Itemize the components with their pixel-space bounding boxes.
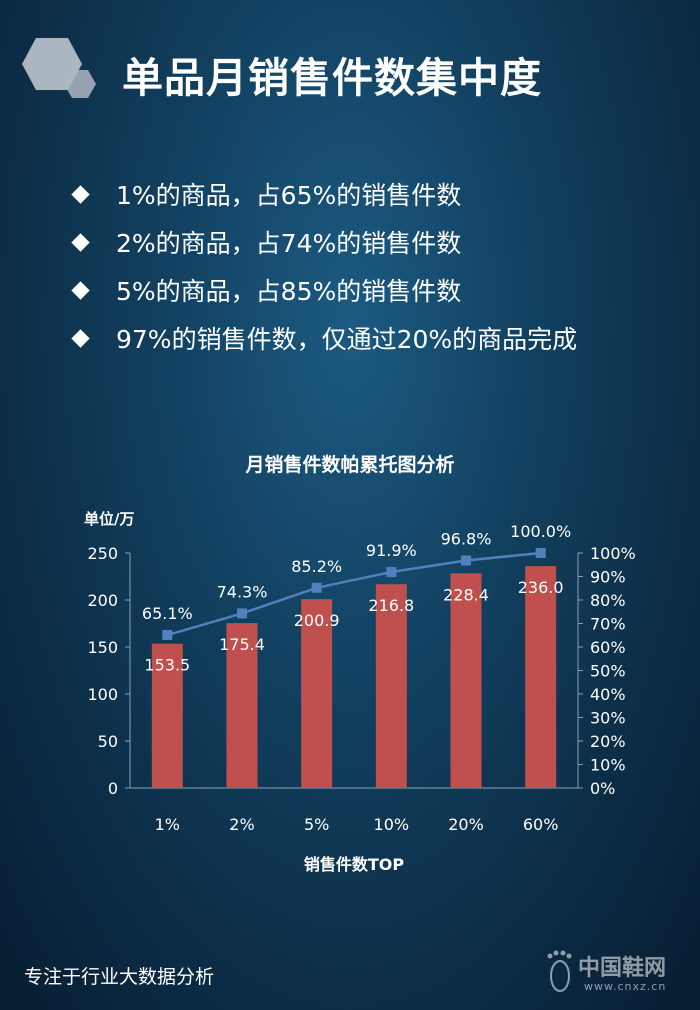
y2-tick-label: 50% [590, 662, 626, 681]
bullet-text: 2%的商品，占74%的销售件数 [116, 229, 462, 258]
bullet-item: 2%的商品，占74%的销售件数 [70, 220, 670, 268]
line-point [311, 582, 322, 593]
x-tick-label: 1% [155, 815, 180, 834]
title-bar: 单品月销售件数集中度 [22, 36, 682, 108]
line-value-label: 96.8% [441, 530, 492, 549]
bar-value-label: 216.8 [368, 596, 414, 615]
x-tick-label: 10% [374, 815, 410, 834]
bullet-text: 97%的销售件数，仅通过20%的商品完成 [116, 325, 578, 354]
line-point [162, 630, 173, 641]
y2-tick-label: 70% [590, 615, 626, 634]
x-axis-title: 销售件数TOP [304, 855, 405, 874]
y2-tick-label: 100% [590, 544, 636, 563]
bullet-text: 1%的商品，占65%的销售件数 [116, 181, 462, 210]
line-value-label: 85.2% [291, 557, 342, 576]
footprint-icon [547, 950, 572, 992]
bar [450, 573, 482, 788]
line-value-label: 91.9% [366, 541, 417, 560]
bullet-item: 97%的销售件数，仅通过20%的商品完成 [70, 316, 670, 364]
y2-tick-label: 10% [590, 756, 626, 775]
x-tick-label: 20% [448, 815, 484, 834]
watermark: 中国鞋网 www.cnxz.cn [540, 946, 690, 1000]
bar-value-label: 153.5 [144, 656, 190, 675]
x-tick-label: 5% [304, 815, 329, 834]
bar-value-label: 200.9 [294, 611, 340, 630]
y-tick-label: 150 [87, 638, 118, 657]
y2-tick-label: 60% [590, 638, 626, 657]
bar [226, 623, 258, 788]
line-value-label: 100.0% [510, 522, 571, 541]
y2-tick-label: 80% [590, 591, 626, 610]
line-value-label: 74.3% [217, 582, 268, 601]
page-title: 单品月销售件数集中度 [122, 54, 542, 102]
y2-tick-label: 0% [590, 779, 615, 798]
x-tick-label: 2% [229, 815, 254, 834]
line-point [535, 548, 546, 558]
watermark-name: 中国鞋网 [578, 956, 667, 981]
bar [151, 643, 183, 788]
watermark-url: www.cnxz.cn [584, 980, 667, 993]
bar-value-label: 175.4 [219, 635, 265, 654]
line-point [386, 567, 397, 578]
footer-text: 专注于行业大数据分析 [24, 966, 215, 988]
y2-tick-label: 20% [590, 732, 626, 751]
x-tick-label: 60% [523, 815, 559, 834]
y-tick-label: 50 [98, 732, 118, 751]
y-tick-label: 0 [108, 779, 118, 798]
y2-tick-label: 30% [590, 709, 626, 728]
bar-value-label: 236.0 [518, 578, 564, 597]
bullet-text: 5%的商品，占85%的销售件数 [116, 277, 462, 306]
cumulative-line [166, 551, 541, 637]
line-point [461, 555, 471, 566]
y-tick-label: 250 [87, 544, 118, 563]
y-axis-unit-label: 单位/万 [84, 510, 134, 528]
bar [525, 566, 557, 788]
bar [375, 584, 407, 788]
y-tick-label: 200 [87, 591, 118, 610]
bar-value-label: 228.4 [443, 585, 489, 604]
hexagon-logo-icon [22, 38, 96, 98]
bullet-list: 1%的商品，占65%的销售件数 2%的商品，占74%的销售件数 5%的商品，占8… [70, 172, 670, 364]
bar [301, 599, 333, 788]
line-point [237, 608, 247, 619]
bullet-item: 1%的商品，占65%的销售件数 [70, 172, 670, 220]
bullet-item: 5%的商品，占85%的销售件数 [70, 268, 670, 316]
line-value-label: 65.1% [142, 604, 193, 623]
y-tick-label: 100 [87, 685, 118, 704]
chart-title: 月销售件数帕累托图分析 [245, 454, 455, 476]
y2-tick-label: 40% [590, 685, 626, 704]
y2-tick-label: 90% [590, 568, 626, 587]
